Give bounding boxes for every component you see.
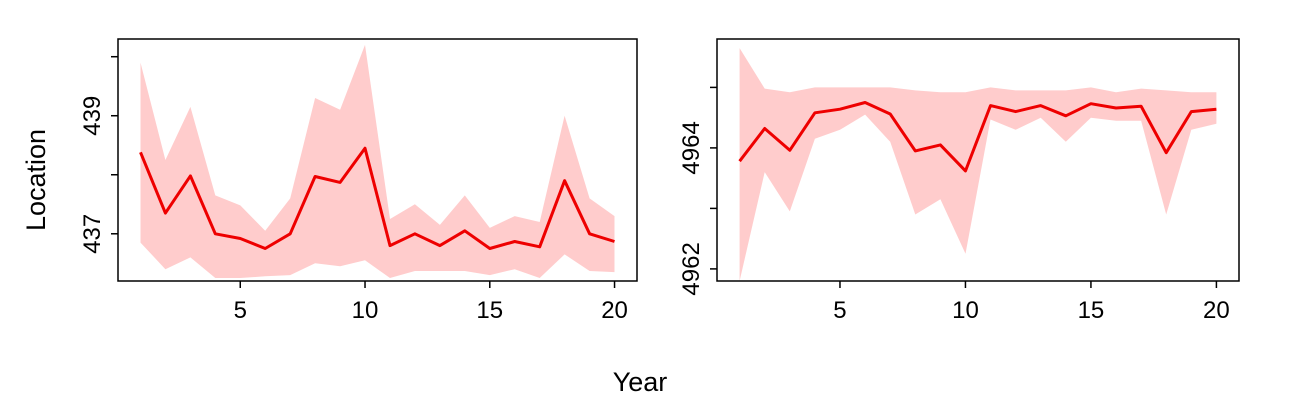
confidence-band — [739, 48, 1217, 281]
x-axis-label: Year — [613, 367, 668, 397]
y-tick-label: 439 — [79, 96, 106, 136]
x-tick-label: 15 — [1078, 297, 1105, 324]
right-panel: 5 10 15 20 4962 4964 — [678, 38, 1240, 324]
x-tick-label: 20 — [601, 297, 628, 324]
y-tick-label: 437 — [79, 214, 106, 254]
y-tick-label: 4964 — [678, 121, 705, 174]
confidence-band — [140, 44, 615, 279]
series-line — [139, 146, 615, 250]
series-line — [738, 101, 1217, 173]
x-tick-label: 20 — [1203, 297, 1230, 324]
plot-frame — [716, 38, 1240, 282]
x-tick-label: 5 — [234, 297, 247, 324]
x-tick-label: 10 — [952, 297, 979, 324]
x-tick-label: 5 — [833, 297, 846, 324]
x-tick-label: 15 — [476, 297, 503, 324]
left-panel: 5 10 15 20 437 439 — [79, 38, 638, 324]
y-tick-label: 4962 — [678, 242, 705, 295]
y-axis-label: Location — [21, 129, 51, 231]
plot-frame — [117, 38, 638, 282]
x-tick-label: 10 — [352, 297, 379, 324]
